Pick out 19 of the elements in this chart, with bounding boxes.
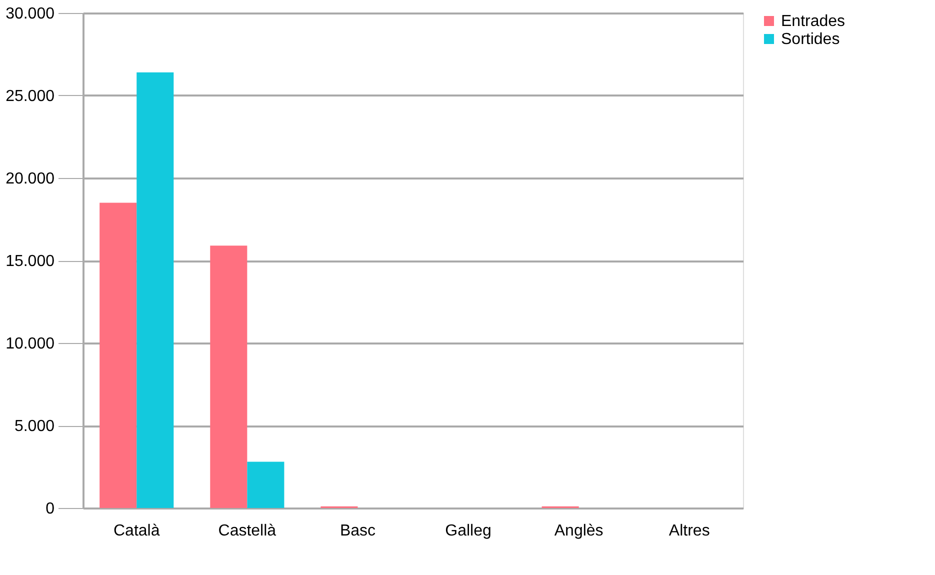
y-tick-label: 20.000 [6, 170, 55, 188]
x-tick-label: Altres [668, 522, 710, 540]
bar [247, 462, 284, 508]
x-tick-label: Basc [340, 522, 376, 540]
bar [100, 202, 137, 508]
legend-label: Sortides [781, 31, 840, 48]
x-tick-label: Català [113, 522, 160, 540]
y-tick-label: 5.000 [14, 418, 55, 435]
x-tick-label: Anglès [554, 522, 604, 540]
bar [136, 72, 174, 508]
y-tick-label: 25.000 [6, 88, 55, 105]
y-tick-label: 10.000 [6, 336, 55, 352]
y-tick-label: 15.000 [6, 253, 55, 270]
x-tick-label: Galleg [445, 522, 492, 540]
bar [210, 246, 248, 508]
y-tick-label: 30.000 [6, 6, 55, 22]
x-tick-label: Castellà [218, 522, 276, 540]
y-tick-label: 0 [46, 500, 55, 518]
legend-label: Entrades [781, 13, 846, 30]
